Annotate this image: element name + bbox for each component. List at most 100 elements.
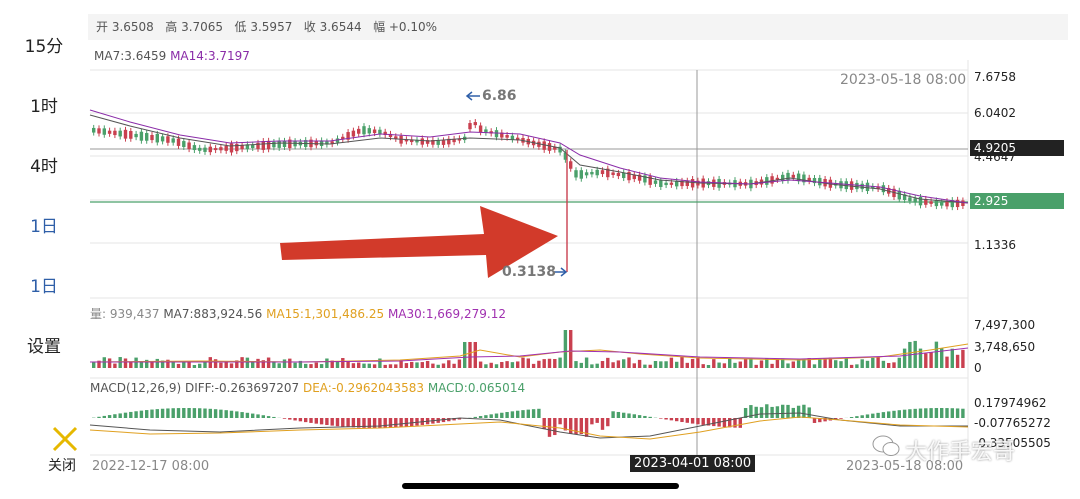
volume-axis-1: 7,497,300 [974,318,1036,332]
macd-bar [335,418,340,427]
volume-bar [335,361,340,368]
volume-ma30: MA30:1,669,279.12 [387,307,506,321]
macd-bar [775,406,780,418]
volume-bar [346,361,350,368]
volume-bar [420,362,424,368]
volume-bar [945,356,949,368]
volume-bar [902,348,907,368]
macd-bar [229,410,234,418]
macd-bar [325,418,329,426]
wechat-icon [872,434,900,462]
volume-bar [786,363,790,368]
interval-15m[interactable]: 15分 [24,37,64,57]
volume-bar [516,361,520,368]
volume-bar [569,330,573,368]
macd-bar [176,408,181,418]
macd-bar [484,415,488,418]
volume-bar [611,362,615,368]
volume-bar [675,361,679,368]
macd-bar [404,418,409,427]
volume-bar [897,357,901,368]
volume-bar [834,360,838,368]
volume-bar [775,358,780,368]
interval-4h[interactable]: 4时 [30,157,58,177]
volume-bar [293,362,297,368]
volume-bar [749,358,753,368]
max-marker [465,91,480,101]
volume-bar [553,358,557,368]
volume-bar [537,360,541,368]
settings-button[interactable]: 设置 [27,337,61,357]
macd-bar [516,410,520,418]
macd-bar [934,408,939,418]
volume-bar [182,362,186,368]
volume-bar [500,361,504,368]
close-icon[interactable] [52,426,78,452]
macd-bar [213,409,218,418]
macd-bar [473,416,477,418]
macd-bar [240,412,244,418]
interval-1d[interactable]: 1日 [30,217,58,237]
macd-bar [579,418,583,435]
macd-bar [595,418,599,423]
volume-bar [266,357,271,368]
volume-bar [754,364,758,368]
volume-bar [224,361,228,368]
macd-bar [664,418,668,420]
interval-1d-secondary[interactable]: 1日 [30,277,58,297]
macd-bar [447,418,451,422]
macd-bar [510,411,515,418]
volume-bar [632,363,636,368]
volume-bar [330,360,334,368]
interval-1h[interactable]: 1时 [30,97,58,117]
macd-bar [187,408,191,418]
close-button[interactable]: 关闭 [48,458,76,474]
macd-bar [219,409,223,418]
volume-bar [251,361,255,368]
volume-bar [415,362,419,368]
volume-bar [404,363,409,368]
macd-bar [282,418,287,419]
macd-bar [908,409,912,418]
volume-bar [399,360,403,368]
volume-bar [828,357,833,368]
volume-bar [97,360,101,368]
macd-bar [346,418,350,428]
macd-axis-2: -0.07765272 [974,416,1051,430]
macd-bar [542,418,546,430]
volume-bar [680,357,684,368]
change-value: 幅 +0.10% [373,20,438,34]
volume-bar [781,358,785,368]
volume-bar [203,361,207,368]
volume-bar [669,357,674,368]
macd-bar [860,415,864,418]
macd-bar [235,411,239,418]
volume-bar [494,364,499,368]
volume-bar [627,357,631,368]
volume-bar [887,362,891,368]
volume-bar [637,359,642,368]
min-marker [553,267,568,277]
macd-bar [166,408,170,418]
volume-bar [563,330,568,368]
volume-bar [606,357,610,368]
macd-bar [669,418,674,421]
macd-bar [351,418,356,428]
macd-bar [357,418,361,428]
macd-bar [796,405,801,418]
volume-axis-3: 0 [974,361,982,375]
volume-bar [738,361,742,368]
home-indicator[interactable] [402,483,679,489]
volume-bar [118,357,122,368]
volume-bars [92,330,965,368]
macd-bar [849,417,854,418]
macd-bar [558,418,562,425]
volume-bar [282,359,287,368]
macd-bar [293,418,297,421]
macd-bar [155,409,159,418]
candles [92,119,965,211]
volume-bar [659,361,663,368]
macd-bar [569,418,573,434]
macd-bar [198,408,202,418]
